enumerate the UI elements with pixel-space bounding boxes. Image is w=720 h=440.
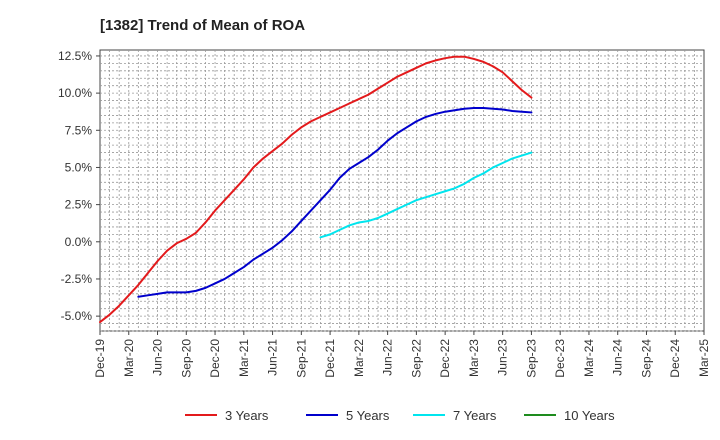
legend: 3 Years 5 Years 7 Years 10 Years: [185, 408, 615, 423]
x-tick-label: Dec-21: [323, 339, 337, 378]
x-tick-label: Jun-21: [266, 339, 280, 376]
y-tick-label: 12.5%: [58, 49, 92, 63]
series-line-1: [137, 106, 533, 298]
y-tick-label: 2.5%: [65, 198, 93, 212]
x-tick-label: Jun-23: [496, 339, 510, 376]
grid: [100, 50, 704, 332]
y-tick-label: 0.0%: [65, 235, 93, 249]
x-tick-label: Jun-22: [381, 339, 395, 376]
x-tick-label: Mar-23: [467, 339, 481, 377]
x-tick-label: Sep-23: [524, 339, 538, 378]
x-tick-label: Sep-21: [294, 339, 308, 378]
x-tick-label: Mar-24: [582, 339, 596, 377]
x-tick-label: Mar-25: [697, 339, 711, 377]
x-tick-label: Mar-20: [122, 339, 136, 377]
y-tick-label: -2.5%: [61, 272, 93, 286]
x-tick-label: Dec-20: [208, 339, 222, 378]
x-tick-label: Dec-23: [553, 339, 567, 378]
x-tick-label: Dec-19: [93, 339, 107, 378]
y-tick-label: 10.0%: [58, 86, 92, 100]
y-tick-label: 5.0%: [65, 160, 93, 174]
x-tick-label: Jun-20: [151, 339, 165, 376]
chart-title: [1382] Trend of Mean of ROA: [100, 17, 305, 34]
y-tick-label: 7.5%: [65, 123, 93, 137]
legend-label: 5 Years: [346, 408, 390, 423]
x-tick-label: Sep-22: [409, 339, 423, 378]
x-tick-label: Jun-24: [611, 339, 625, 376]
x-axis: Dec-19 Mar-20 Jun-20 Sep-20 Dec-20 Mar-21 Jun-…: [93, 331, 711, 378]
legend-label: 7 Years: [453, 408, 497, 423]
y-axis: 12.5% 10.0% 7.5% 5.0% 2.5% 0.0% -2.5% -5.0%: [58, 49, 100, 323]
x-tick-label: Sep-24: [639, 339, 653, 378]
series-line-2: [319, 151, 533, 239]
x-tick-label: Dec-24: [668, 339, 682, 378]
plot-area: [99, 49, 705, 332]
x-tick-label: Sep-20: [179, 339, 193, 378]
legend-label: 10 Years: [564, 408, 615, 423]
legend-label: 3 Years: [225, 408, 269, 423]
series-line-0: [99, 55, 533, 324]
x-tick-label: Dec-22: [438, 339, 452, 378]
x-tick-label: Mar-22: [352, 339, 366, 377]
series-lines: [99, 55, 533, 324]
x-tick-label: Mar-21: [237, 339, 251, 377]
y-tick-label: -5.0%: [61, 309, 93, 323]
